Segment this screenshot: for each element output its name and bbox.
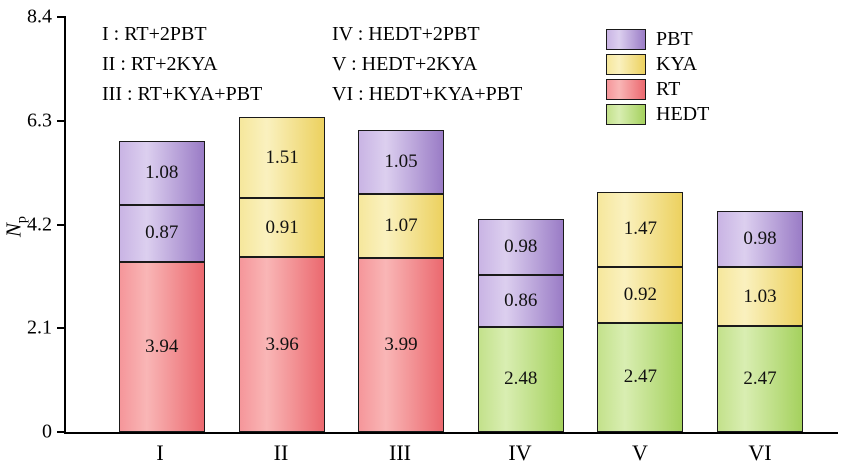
bar-segment-kya: 0.92 bbox=[597, 266, 684, 323]
y-axis-tick-label: 0 bbox=[42, 420, 52, 443]
x-axis-label: V bbox=[632, 440, 648, 465]
bar-segment-pbt: 0.87 bbox=[118, 205, 205, 262]
bar-II: 3.96 0.91 1.51 bbox=[239, 116, 326, 432]
y-axis-tick bbox=[57, 327, 66, 330]
bar-segment-hedt: 2.47 bbox=[717, 325, 804, 432]
bar-segment-hedt: 2.47 bbox=[597, 322, 684, 432]
legend-swatch-rt bbox=[606, 78, 646, 100]
segment-value-label: 1.03 bbox=[743, 285, 777, 307]
legend-label: PBT bbox=[656, 27, 693, 50]
y-axis-tick-label: 4.2 bbox=[27, 213, 52, 235]
segment-value-label: 1.47 bbox=[623, 218, 657, 240]
y-axis-tick bbox=[57, 16, 66, 18]
annotation-line: III : RT+KYA+PBT bbox=[102, 83, 263, 105]
bar-segment-kya: 0.91 bbox=[239, 198, 326, 258]
segment-value-label: 2.48 bbox=[504, 368, 538, 390]
y-axis-tick bbox=[57, 431, 66, 433]
annotation-line: IV : HEDT+2PBT bbox=[332, 23, 480, 45]
segment-value-label: 2.47 bbox=[623, 366, 657, 388]
segment-value-label: 1.05 bbox=[384, 150, 418, 172]
segment-value-label: 0.86 bbox=[504, 289, 538, 311]
x-axis-label: VI bbox=[748, 440, 772, 465]
y-axis-tick bbox=[57, 119, 66, 122]
bar-segment-kya: 1.03 bbox=[717, 267, 804, 326]
legend: PBT KYA RT HEDT bbox=[606, 28, 709, 128]
legend-label: KYA bbox=[656, 52, 698, 75]
annotation-column-2: IV : HEDT+2PBT V : HEDT+2KYA VI : HEDT+K… bbox=[332, 19, 522, 109]
bar-segment-kya: 1.51 bbox=[239, 116, 326, 199]
x-axis-label: II bbox=[273, 440, 289, 465]
y-axis-tick-label: 2.1 bbox=[27, 316, 52, 339]
segment-value-label: 0.98 bbox=[504, 235, 538, 257]
x-axis-label: I bbox=[156, 440, 164, 465]
segment-value-label: 2.47 bbox=[743, 367, 777, 389]
bar-segment-pbt: 0.98 bbox=[717, 210, 804, 268]
annotation-line: VI : HEDT+KYA+PBT bbox=[332, 83, 523, 105]
segment-value-label: 3.99 bbox=[384, 333, 418, 355]
segment-value-label: 0.92 bbox=[623, 283, 657, 305]
segment-value-label: 3.96 bbox=[265, 333, 299, 355]
annotation-line: I : RT+2PBT bbox=[102, 23, 207, 45]
y-axis-tick-label: 8.4 bbox=[27, 5, 52, 28]
y-axis-title-base: N bbox=[1, 223, 26, 238]
legend-label: RT bbox=[656, 77, 681, 100]
legend-item-hedt: HEDT bbox=[606, 103, 709, 125]
segment-value-label: 1.08 bbox=[145, 162, 179, 184]
segment-value-label: 3.94 bbox=[145, 335, 179, 357]
x-axis-label: III bbox=[389, 440, 411, 465]
bar-segment-rt: 3.99 bbox=[358, 257, 445, 432]
bar-segment-rt: 3.96 bbox=[239, 257, 326, 432]
y-axis-tick bbox=[57, 223, 66, 226]
segment-value-label: 0.98 bbox=[743, 228, 777, 249]
bar-segment-hedt: 2.48 bbox=[477, 326, 564, 432]
segment-value-label: 0.91 bbox=[265, 216, 299, 238]
bar-III: 3.99 1.07 1.05 bbox=[358, 130, 445, 432]
bar-I: 3.94 0.87 1.08 bbox=[118, 141, 205, 432]
segment-value-label: 1.51 bbox=[265, 146, 299, 168]
annotation-line: II : RT+2KYA bbox=[102, 53, 218, 75]
legend-swatch-pbt bbox=[606, 28, 646, 50]
legend-item-kya: KYA bbox=[606, 53, 709, 75]
legend-swatch-kya bbox=[606, 53, 646, 75]
bar-segment-kya: 1.07 bbox=[358, 193, 445, 258]
plot-area: 0 2.1 4.2 6.3 8.4 3.94 0.87 1.08 3.96 0.91 1.… bbox=[27, 6, 838, 443]
bar-segment-pbt: 0.86 bbox=[477, 274, 564, 327]
legend-item-rt: RT bbox=[606, 78, 709, 100]
bar-segment-pbt: 1.05 bbox=[358, 130, 445, 194]
annotation-column-1: I : RT+2PBT II : RT+2KYA III : RT+KYA+PB… bbox=[102, 19, 262, 109]
legend-label: HEDT bbox=[656, 102, 710, 125]
legend-item-pbt: PBT bbox=[606, 28, 709, 50]
bar-segment-kya: 1.47 bbox=[597, 191, 684, 267]
bar-segment-rt: 3.94 bbox=[118, 261, 205, 432]
segment-value-label: 0.87 bbox=[145, 222, 179, 244]
bar-V: 2.47 0.92 1.47 bbox=[597, 191, 684, 432]
x-axis-label: IV bbox=[508, 440, 532, 465]
segment-value-label: 1.07 bbox=[384, 214, 418, 236]
bar-VI: 2.47 1.03 0.98 bbox=[717, 210, 804, 432]
legend-swatch-hedt bbox=[606, 103, 646, 125]
annotation-line: V : HEDT+2KYA bbox=[332, 53, 478, 75]
bars-layer: 3.94 0.87 1.08 3.96 0.91 1.51 3.99 1.07 1.05 2.48… bbox=[66, 17, 838, 432]
bar-IV: 2.48 0.86 0.98 bbox=[477, 218, 564, 432]
bar-segment-pbt: 0.98 bbox=[477, 218, 564, 275]
y-axis-tick-label: 6.3 bbox=[27, 109, 52, 132]
bar-segment-pbt: 1.08 bbox=[118, 141, 205, 206]
